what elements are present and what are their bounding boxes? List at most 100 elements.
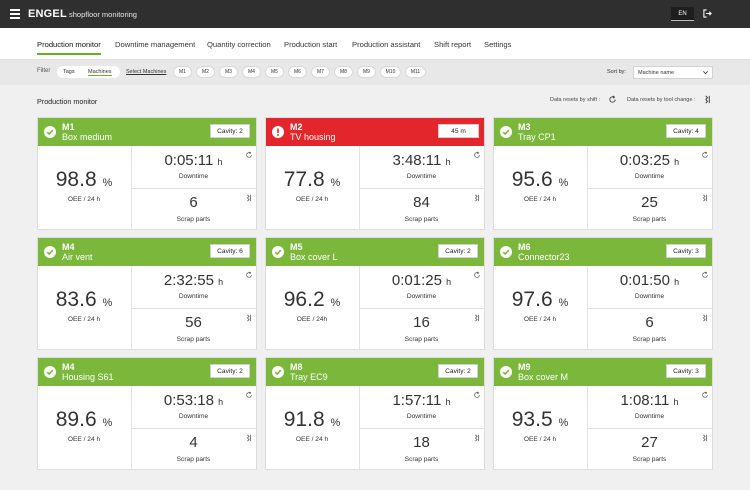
- machine-chip-m9[interactable]: M9: [357, 66, 376, 78]
- downtime-value: 0:01:25 h: [391, 272, 452, 289]
- cavity-badge: Cavity: 2: [210, 124, 250, 138]
- scrap-label: Scrap parts: [404, 216, 439, 223]
- check-icon: [44, 126, 56, 138]
- tool-change-icon: [247, 314, 252, 322]
- divider: [359, 308, 484, 309]
- downtime-unit: h: [674, 277, 680, 287]
- tool-change-icon: [247, 194, 252, 202]
- card-header: M3 Tray CP1 Cavity: 4: [494, 118, 712, 146]
- filter-bar: Filter Tags Machines Select Machines M1 …: [0, 60, 750, 85]
- machine-chip-m10[interactable]: M10: [380, 66, 401, 78]
- machine-chip-m4[interactable]: M4: [242, 66, 261, 78]
- check-icon: [44, 366, 56, 378]
- oee-value: 91.8 %: [283, 408, 341, 431]
- oee-label: OEE / 24 h: [67, 196, 101, 203]
- tab-shift-report[interactable]: Shift report: [434, 40, 472, 49]
- filter-mode-toggle[interactable]: Tags Machines: [57, 66, 120, 78]
- oee-value: 77.8 %: [283, 168, 341, 191]
- machine-id: M8: [290, 362, 303, 372]
- machine-chip-m3[interactable]: M3: [219, 66, 238, 78]
- machine-name: Box cover L: [290, 252, 338, 262]
- scrap-label: Scrap parts: [176, 216, 211, 223]
- tab-downtime-management[interactable]: Downtime management: [115, 40, 196, 49]
- scrap-value: 18: [413, 434, 430, 451]
- machine-card-m4[interactable]: M4 Air vent Cavity: 6 83.6 % OEE / 24 h …: [37, 237, 257, 350]
- scrap-value: 6: [189, 194, 198, 211]
- toggle-machines[interactable]: Machines: [88, 69, 112, 76]
- machine-name: Box cover M: [518, 372, 569, 382]
- select-machines-link[interactable]: Select Machines: [126, 69, 167, 75]
- machine-card-m8[interactable]: M8 Tray EC9 Cavity: 2 91.8 % OEE / 24 h …: [265, 357, 485, 470]
- downtime-unit: h: [218, 277, 224, 287]
- downtime-value: 0:53:18 h: [163, 392, 224, 409]
- downtime-label: Downtime: [406, 413, 437, 420]
- oee-label: OEE / 24 h: [67, 436, 101, 443]
- machine-card-m9[interactable]: M9 Box cover M Cavity: 3 93.5 % OEE / 24…: [493, 357, 713, 470]
- oee-unit: %: [330, 417, 341, 429]
- sort-select[interactable]: Machine name: [633, 66, 713, 79]
- language-select[interactable]: EN: [671, 7, 694, 21]
- downtime-label: Downtime: [634, 293, 665, 300]
- downtime-label: Downtime: [634, 173, 665, 180]
- oee-label: OEE / 24 h: [67, 316, 101, 323]
- oee-unit: %: [102, 417, 113, 429]
- machine-card-m5[interactable]: M5 Box cover L Cavity: 2 96.2 % OEE / 24…: [265, 237, 485, 350]
- oee-label: OEE / 24 h: [523, 316, 557, 323]
- machine-id: M2: [290, 122, 303, 132]
- oee-value: 89.6 %: [55, 408, 113, 431]
- scrap-label: Scrap parts: [404, 336, 439, 343]
- logout-icon[interactable]: [703, 9, 712, 18]
- scrap-label: Scrap parts: [632, 336, 667, 343]
- divider: [587, 188, 712, 189]
- machine-chip-m2[interactable]: M2: [196, 66, 215, 78]
- oee-value: 83.6 %: [55, 288, 113, 311]
- scrap-label: Scrap parts: [632, 216, 667, 223]
- cavity-badge: Cavity: 6: [210, 244, 250, 258]
- machine-chip-m1[interactable]: M1: [173, 66, 192, 78]
- machine-chip-m5[interactable]: M5: [265, 66, 284, 78]
- toggle-tags[interactable]: Tags: [63, 69, 75, 75]
- downtime-label: Downtime: [406, 173, 437, 180]
- machine-chip-m7[interactable]: M7: [311, 66, 330, 78]
- cavity-badge: Cavity: 2: [438, 364, 478, 378]
- oee-unit: %: [558, 417, 569, 429]
- divider: [131, 428, 256, 429]
- refresh-icon: [246, 151, 252, 158]
- machine-name: Connector23: [518, 252, 570, 262]
- refresh-icon: [474, 151, 480, 158]
- tab-settings[interactable]: Settings: [484, 40, 512, 49]
- machine-chip-m6[interactable]: M6: [288, 66, 307, 78]
- tool-change-icon: [475, 314, 480, 322]
- machine-card-m1[interactable]: M1 Box medium Cavity: 2 98.8 % OEE / 24 …: [37, 117, 257, 230]
- top-bar: ENGEL shopfloor monitoring EN: [0, 0, 750, 28]
- tab-production-assistant[interactable]: Production assistant: [352, 40, 421, 49]
- tab-quantity-correction[interactable]: Quantity correction: [207, 40, 271, 49]
- card-header: M4 Housing S61 Cavity: 2: [38, 358, 256, 386]
- card-header: M2 TV housing 45 m: [266, 118, 484, 146]
- refresh-icon: [702, 271, 708, 278]
- divider: [359, 188, 484, 189]
- menu-icon[interactable]: [10, 9, 20, 19]
- oee-label: OEE / 24 h: [295, 436, 329, 443]
- cavity-badge: Cavity: 2: [438, 244, 478, 258]
- machine-card-m2[interactable]: M2 TV housing 45 m 77.8 % OEE / 24 h 3:4…: [265, 117, 485, 230]
- oee-value: 98.8 %: [55, 168, 113, 191]
- machine-name: Housing S61: [62, 372, 114, 382]
- check-icon: [500, 366, 512, 378]
- downtime-unit: h: [674, 157, 680, 167]
- tab-production-start[interactable]: Production start: [284, 40, 338, 49]
- machine-chip-m8[interactable]: M8: [334, 66, 353, 78]
- tab-production-monitor[interactable]: Production monitor: [37, 40, 101, 55]
- oee-label: OEE / 24h: [296, 316, 328, 323]
- oee-unit: %: [102, 177, 113, 189]
- check-icon: [500, 126, 512, 138]
- machine-card-m4[interactable]: M4 Housing S61 Cavity: 2 89.6 % OEE / 24…: [37, 357, 257, 470]
- machine-id: M6: [518, 242, 531, 252]
- machine-id: M9: [518, 362, 531, 372]
- machine-card-m3[interactable]: M3 Tray CP1 Cavity: 4 95.6 % OEE / 24 h …: [493, 117, 713, 230]
- machine-card-m6[interactable]: M6 Connector23 Cavity: 3 97.6 % OEE / 24…: [493, 237, 713, 350]
- machine-id: M4: [62, 362, 75, 372]
- divider: [587, 428, 712, 429]
- machine-chip-m11[interactable]: M11: [405, 66, 426, 78]
- downtime-value: 0:03:25 h: [619, 152, 680, 169]
